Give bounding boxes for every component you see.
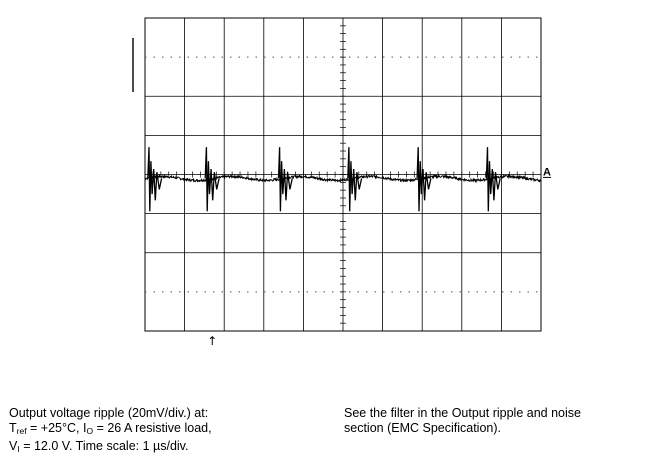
- caption-right-line2: section (EMC Specification).: [344, 421, 502, 435]
- grid: [132, 17, 542, 332]
- trigger-marker: ↑: [207, 334, 217, 348]
- caption-right: See the filter in the Output ripple and …: [344, 406, 654, 436]
- caption-left: Output voltage ripple (20mV/div.) at: Tr…: [9, 406, 309, 457]
- caption-left-line1: Output voltage ripple (20mV/div.) at:: [9, 406, 209, 420]
- caption-left-line2: Tref = +25°C, IO = 26 A resistive load,: [9, 421, 212, 436]
- oscilloscope-plot: A↑: [132, 17, 551, 348]
- switching-spike: [485, 147, 501, 212]
- trace: [144, 147, 542, 212]
- switching-spike: [347, 147, 363, 212]
- switching-spike: [416, 147, 432, 212]
- caption-right-line1: See the filter in the Output ripple and …: [344, 406, 581, 420]
- switching-spike: [277, 147, 293, 212]
- switching-spike: [204, 147, 220, 212]
- caption-left-line3: VI = 12.0 V. Time scale: 1 µs/div.: [9, 439, 189, 454]
- switching-spike: [147, 147, 163, 212]
- markers: A↑: [207, 166, 551, 348]
- channel-label: A: [543, 166, 551, 178]
